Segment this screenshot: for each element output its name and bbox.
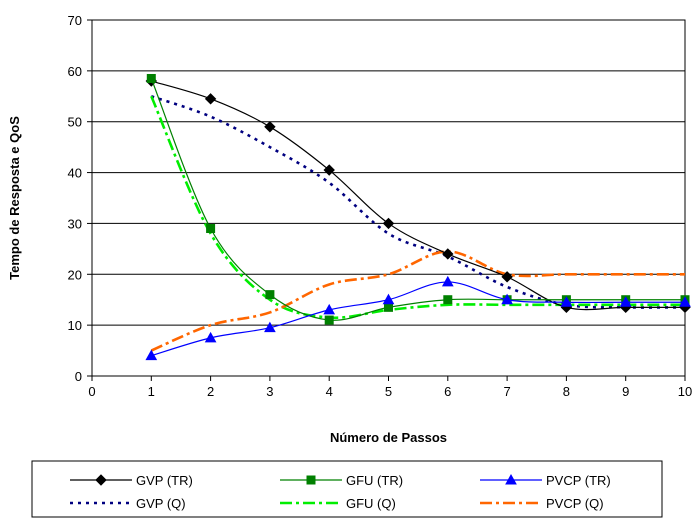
data-point: [501, 271, 513, 283]
legend-item: GVP (Q): [70, 496, 186, 511]
series-line: [150, 250, 685, 352]
legend-item: GFU (TR): [280, 473, 403, 488]
series-line: [150, 95, 686, 309]
data-point: [145, 349, 158, 361]
series-pvcp-tr: [145, 275, 691, 361]
data-point: [204, 93, 217, 105]
y-axis-ticks: 0 10 20 30 40 50 60 70: [68, 13, 92, 384]
series-pvcp-q: [150, 250, 685, 352]
legend-label: GVP (TR): [136, 473, 193, 488]
data-point: [264, 321, 276, 333]
x-tick-label: 8: [563, 384, 570, 399]
y-tick-label: 40: [68, 166, 82, 181]
y-tick-label: 0: [75, 369, 82, 384]
x-tick-label: 6: [444, 384, 451, 399]
data-point: [442, 248, 454, 260]
data-point: [306, 475, 316, 485]
y-axis-title: Tempo de Resposta e QoS: [7, 116, 22, 280]
legend-label: PVCP (TR): [546, 473, 611, 488]
data-point: [382, 293, 395, 305]
data-point: [324, 315, 334, 325]
data-point: [382, 217, 395, 230]
data-point: [560, 296, 573, 307]
legend-item: GFU (Q): [280, 496, 396, 511]
data-point: [441, 275, 454, 287]
data-point: [323, 164, 335, 176]
gridlines: [92, 19, 685, 377]
data-point: [679, 296, 691, 307]
series-gvp-tr: [145, 75, 691, 314]
y-tick-label: 70: [68, 13, 82, 28]
series-line: [150, 95, 685, 320]
data-point: [95, 474, 107, 486]
data-point: [206, 224, 216, 234]
data-point: [323, 303, 336, 315]
legend-box: [31, 460, 663, 518]
data-point: [265, 290, 275, 300]
series-gfu-q: [150, 95, 685, 320]
legend-label: GFU (Q): [346, 496, 396, 511]
x-axis-title: Número de Passos: [330, 430, 447, 445]
data-point: [501, 293, 513, 305]
x-tick-label: 4: [326, 384, 333, 399]
x-tick-label: 1: [148, 384, 155, 399]
x-tick-label: 10: [678, 384, 692, 399]
x-tick-label: 5: [385, 384, 392, 399]
legend-label: PVCP (Q): [546, 496, 604, 511]
data-point: [443, 295, 453, 305]
x-axis-ticks: 0 1 2 3 4 5 6 7 8 9 10: [88, 376, 692, 399]
series-gfu-tr: [146, 73, 690, 325]
y-tick-label: 30: [68, 216, 82, 231]
series-gvp-q: [150, 95, 686, 309]
series-line: [150, 78, 685, 321]
x-tick-label: 2: [207, 384, 214, 399]
y-tick-label: 60: [68, 64, 82, 79]
x-tick-label: 3: [266, 384, 273, 399]
data-point: [204, 331, 217, 343]
legend-item: PVCP (Q): [480, 496, 604, 511]
y-tick-label: 50: [68, 115, 82, 130]
legend-label: GFU (TR): [346, 473, 403, 488]
data-point: [505, 473, 517, 485]
data-point: [384, 302, 393, 312]
legend-label: GVP (Q): [136, 496, 186, 511]
y-tick-label: 10: [68, 318, 82, 333]
data-point: [264, 121, 276, 133]
series-lines: [145, 73, 691, 361]
x-tick-label: 0: [88, 384, 95, 399]
legend-item: PVCP (TR): [480, 473, 611, 488]
legend: GVP (TR) GFU (TR) PVCP (TR) GVP (Q) GFU (Q) P…: [70, 473, 611, 511]
x-tick-label: 9: [622, 384, 629, 399]
legend-item: GVP (TR): [70, 473, 193, 488]
series-line: [151, 281, 685, 357]
y-tick-label: 20: [68, 267, 82, 282]
x-tick-label: 7: [503, 384, 510, 399]
data-point: [619, 296, 632, 307]
data-point: [146, 73, 156, 83]
series-line: [151, 80, 685, 311]
plot-area: [91, 19, 686, 377]
